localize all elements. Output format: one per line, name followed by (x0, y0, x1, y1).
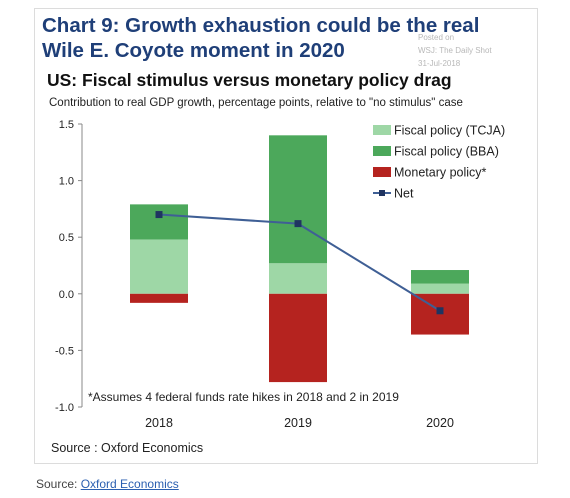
bar-segment (269, 263, 327, 294)
watermark: Posted on WSJ: The Daily Shot 31-Jul-201… (418, 31, 492, 70)
chart-title: US: Fiscal stimulus versus monetary poli… (47, 70, 452, 90)
watermark-line-1: Posted on (418, 33, 455, 42)
y-tick-label: -1.0 (55, 402, 74, 414)
bar-layer (130, 135, 469, 383)
chart-card: Chart 9: Growth exhaustion could be the … (34, 8, 538, 464)
y-tick-label: 1.0 (59, 176, 74, 188)
net-point (155, 211, 163, 219)
watermark-line-2: WSJ: The Daily Shot (418, 46, 492, 55)
watermark-line-3: 31-Jul-2018 (418, 59, 461, 68)
legend-label: Fiscal policy (TCJA) (394, 124, 505, 138)
bar-segment (130, 239, 188, 294)
bar-segment (411, 270, 469, 284)
chart-plot: 1.5 1.0 0.5 0.0 -0.5 -1.0 2018 2019 2020 Fiscal… (55, 119, 505, 430)
legend-label: Fiscal policy (BBA) (394, 145, 499, 159)
legend-swatch (373, 125, 391, 135)
y-tick-label: -0.5 (55, 345, 74, 357)
y-tick-label: 0.5 (59, 232, 74, 244)
y-tick-label: 1.5 (59, 119, 74, 131)
x-tick-label: 2018 (145, 416, 173, 430)
net-point (436, 307, 444, 315)
chart-subtitle: Contribution to real GDP growth, percent… (49, 97, 463, 109)
legend-swatch (373, 146, 391, 156)
net-point (294, 220, 302, 228)
bar-segment (130, 204, 188, 240)
legend-marker (379, 190, 385, 196)
x-tick-label: 2019 (284, 416, 312, 430)
legend-label: Monetary policy* (394, 166, 487, 180)
y-tick-label: 0.0 (59, 289, 74, 301)
chart-legend: Fiscal policy (TCJA) Fiscal policy (BBA) M… (373, 124, 505, 201)
source-prefix: Source: (36, 477, 81, 491)
chart-source: Source : Oxford Economics (51, 441, 204, 455)
bar-segment (269, 293, 327, 383)
net-line-layer (155, 211, 444, 315)
chart-headline: Chart 9: Growth exhaustion could be the … (42, 13, 479, 63)
legend-swatch (373, 167, 391, 177)
x-tick-label: 2020 (426, 416, 454, 430)
page-source: Source: Oxford Economics (36, 477, 179, 491)
headline-line-2: Wile E. Coyote moment in 2020 (42, 39, 345, 62)
legend-label: Net (394, 187, 414, 201)
chart-annotation: *Assumes 4 federal funds rate hikes in 2… (88, 390, 399, 404)
x-axis: 2018 2019 2020 (145, 416, 454, 430)
bar-segment (269, 135, 327, 264)
headline-line-1: Chart 9: Growth exhaustion could be the … (42, 14, 480, 37)
bar-segment (130, 293, 188, 303)
y-axis: 1.5 1.0 0.5 0.0 -0.5 -1.0 (55, 119, 83, 414)
bar-segment (411, 283, 469, 294)
source-link[interactable]: Oxford Economics (80, 477, 179, 491)
